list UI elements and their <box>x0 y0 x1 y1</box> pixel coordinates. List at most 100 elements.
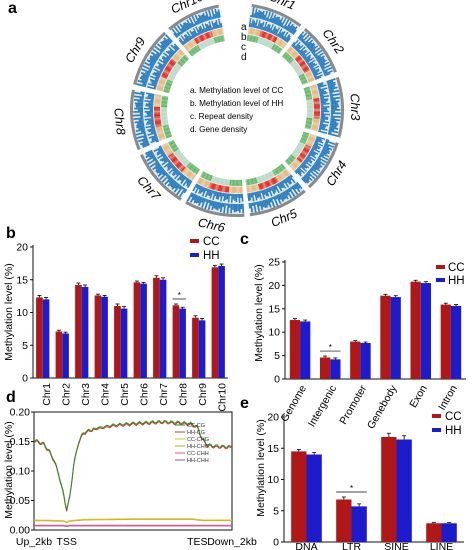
track-hh <box>179 172 183 176</box>
track-gene-density <box>247 178 251 186</box>
bar-hh <box>330 359 341 379</box>
track-repeat-density <box>282 171 288 178</box>
track-gene-density <box>290 60 296 66</box>
track-gene-density <box>298 143 304 147</box>
track-hh <box>198 26 203 34</box>
track-hh <box>156 149 164 155</box>
track-gene-density <box>269 171 274 178</box>
track-cc <box>155 53 161 57</box>
y-tick-label: 25 <box>268 257 280 269</box>
y-tick-label: 0 <box>274 374 280 386</box>
chromosome-label: Chr6 <box>197 215 227 235</box>
track-gene-density <box>204 40 209 47</box>
track-repeat-density <box>204 180 208 187</box>
track-cc <box>314 161 323 168</box>
track-cc <box>270 197 276 208</box>
track-hh <box>311 148 315 152</box>
track-cc <box>149 56 157 63</box>
track-hh <box>227 193 231 203</box>
track-repeat-density <box>154 121 162 124</box>
track-cc <box>300 38 304 42</box>
track-hh <box>150 80 158 85</box>
track-cc <box>202 12 207 22</box>
track-cc <box>219 202 223 213</box>
track-repeat-density <box>251 28 254 35</box>
track-hh <box>208 21 213 31</box>
track-cc <box>287 188 291 193</box>
track-gene-density <box>180 58 186 64</box>
track-repeat-density <box>252 185 256 192</box>
track-cc <box>193 23 196 27</box>
track-hh <box>301 162 310 169</box>
track-gene-density <box>189 164 195 171</box>
track-repeat-density <box>313 100 320 103</box>
bar-hh <box>300 321 311 379</box>
track-hh <box>315 139 324 144</box>
track-hh <box>195 26 201 35</box>
track-gene-density <box>285 55 291 61</box>
track-gene-density <box>160 109 168 111</box>
track-repeat-density <box>309 133 316 137</box>
track-hh <box>258 23 262 30</box>
track-gene-density <box>302 132 309 136</box>
chromosome-ideogram <box>133 31 167 85</box>
track-gene-density <box>177 61 183 67</box>
track-hh <box>241 193 244 202</box>
track-hh <box>148 101 154 104</box>
track-hh <box>295 45 301 51</box>
chromosome-ideogram <box>307 142 339 189</box>
track-hh <box>271 25 277 34</box>
track-gene-density <box>187 163 193 169</box>
track-gene-density <box>254 36 258 43</box>
bar-hh <box>159 279 167 378</box>
track-cc <box>143 133 147 136</box>
track-repeat-density <box>256 184 260 191</box>
track-repeat-density <box>174 161 181 167</box>
track-cc <box>278 193 285 202</box>
x-tick-label: Intergenic <box>306 383 339 429</box>
track-cc <box>317 158 322 162</box>
track-repeat-density <box>210 183 215 190</box>
track-hh <box>263 189 268 197</box>
track-hh <box>319 121 324 124</box>
track-gene-density <box>161 114 168 117</box>
track-repeat-density <box>247 27 250 34</box>
track-cc <box>320 151 330 158</box>
track-hh <box>226 193 229 200</box>
track-hh <box>204 27 208 32</box>
legend-label: HH-CHH <box>187 458 209 464</box>
track-repeat-density <box>217 184 221 192</box>
track-cc <box>312 165 321 172</box>
track-gene-density <box>294 149 300 154</box>
track-repeat-density <box>192 38 198 45</box>
track-repeat-density <box>203 180 207 187</box>
track-gene-density <box>183 55 189 61</box>
track-repeat-density <box>190 40 196 47</box>
track-gene-density <box>296 146 302 151</box>
track-gene-density <box>200 171 205 178</box>
x-tick-label: TES <box>187 536 207 548</box>
track-repeat-density <box>164 147 171 152</box>
track-hh <box>151 137 159 142</box>
track-hh <box>264 26 268 32</box>
x-tick-label: Up_2kb <box>16 536 52 548</box>
legend-label: CC-CG <box>187 423 205 429</box>
track-gene-density <box>258 37 262 44</box>
track-cc <box>313 163 320 170</box>
track-repeat-density <box>230 186 232 193</box>
track-repeat-density <box>313 114 320 117</box>
track-cc <box>306 172 311 177</box>
track-repeat-density <box>297 156 303 162</box>
track-gene-density <box>271 43 276 50</box>
legend-swatch-cc <box>190 239 199 243</box>
track-repeat-density <box>154 116 161 118</box>
track-repeat-density <box>176 162 182 169</box>
x-tick-label: Chr9 <box>197 383 209 406</box>
track-repeat-density <box>185 44 191 50</box>
track-hh <box>308 153 317 159</box>
track-gene-density <box>175 150 181 156</box>
track-cc <box>145 71 151 76</box>
track-gene-density <box>225 179 228 186</box>
track-hh <box>180 35 188 44</box>
track-cc <box>330 96 341 100</box>
